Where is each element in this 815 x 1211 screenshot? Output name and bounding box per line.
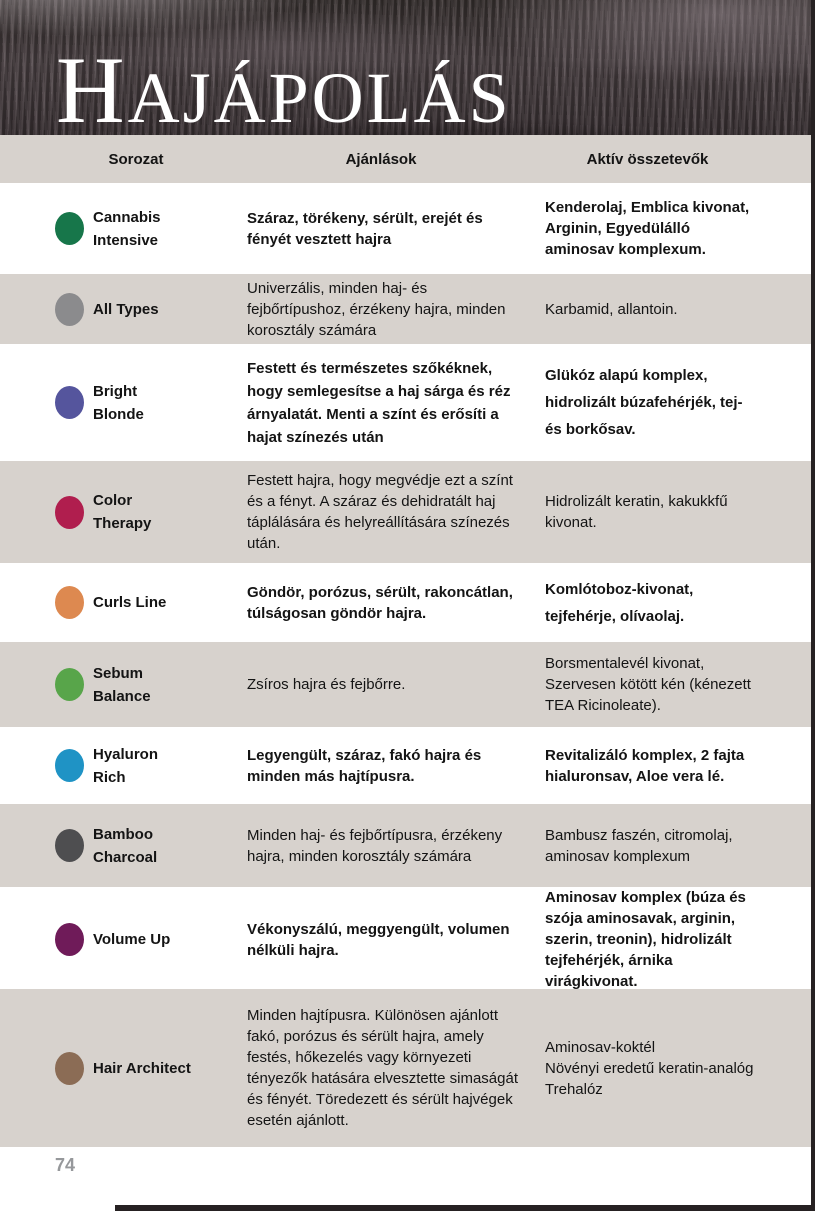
series-name: Color Therapy — [93, 492, 152, 532]
table-row: Color Therapy Festett hajra, hogy megvéd… — [0, 461, 815, 563]
series-name: Bright Blonde — [93, 382, 144, 423]
column-header-active-ingredients: Aktív összetevők — [586, 150, 709, 168]
series-color-dot — [55, 386, 84, 419]
series-color-dot — [55, 668, 84, 701]
series-cell: Color Therapy — [55, 489, 247, 535]
recommendation-text: Zsíros hajra és fejbőrre. — [247, 676, 406, 693]
series-color-dot — [55, 1051, 84, 1085]
recommendation-text: Minden haj- és fejbőrtípusra, érzékeny h… — [247, 826, 503, 865]
series-name: Bamboo Charcoal — [93, 825, 158, 866]
ingredients-text: Aminosav-koktél Növényi eredetű keratin-… — [545, 1038, 754, 1098]
series-table: Cannabis Intensive Száraz, törékeny, sér… — [0, 183, 815, 1147]
ingredients-text: Kenderolaj, Emblica kivonat, Arginin, Eg… — [545, 199, 750, 258]
column-header-recommendations: Ajánlások — [345, 150, 417, 168]
series-cell: All Types — [55, 292, 247, 326]
page-bottom-edge — [115, 1205, 815, 1211]
ingredients-text: Karbamid, allantoin. — [545, 300, 678, 318]
series-name: Hair Architect — [93, 1059, 191, 1077]
table-row: Bamboo Charcoal Minden haj- és fejbőrtíp… — [0, 804, 815, 887]
recommendation-text: Minden hajtípusra. Különösen ajánlott fa… — [247, 1007, 518, 1129]
series-color-dot — [55, 829, 84, 862]
column-header-series: Sorozat — [108, 150, 164, 168]
table-row: Sebum Balance Zsíros hajra és fejbőrre. … — [0, 642, 815, 727]
series-color-dot — [55, 586, 84, 619]
series-color-dot — [55, 749, 84, 782]
table-row: Cannabis Intensive Száraz, törékeny, sér… — [0, 183, 815, 274]
series-cell: Bamboo Charcoal — [55, 823, 247, 869]
series-cell: Hair Architect — [55, 1051, 247, 1085]
ingredients-text: Komlótoboz-kivonat, tejfehérje, olívaola… — [545, 580, 694, 625]
series-color-dot — [55, 495, 84, 529]
table-row: Hyaluron Rich Legyengült, száraz, fakó h… — [0, 727, 815, 804]
series-color-dot — [55, 923, 84, 956]
series-name: All Types — [93, 300, 159, 318]
series-color-dot — [55, 292, 84, 326]
table-row: Bright Blonde Festett és természetes sző… — [0, 344, 815, 461]
ingredients-text: Aminosav komplex (búza és szója aminosav… — [545, 889, 746, 990]
ingredients-text: Bambusz faszén, citromolaj, aminosav kom… — [545, 826, 733, 865]
series-name: Sebum Balance — [93, 664, 151, 705]
table-row: Volume Up Vékonyszálú, meggyengült, volu… — [0, 887, 815, 990]
ingredients-text: Revitalizáló komplex, 2 fajta hialuronsa… — [545, 746, 745, 785]
series-name: Curls Line — [93, 594, 167, 611]
recommendation-text: Legyengült, száraz, fakó hajra és minden… — [247, 746, 482, 785]
page-number: 74 — [55, 1155, 76, 1175]
table-row: Curls Line Göndör, porózus, sérült, rako… — [0, 563, 815, 642]
ingredients-text: Borsmentalevél kivonat, Szervesen kötött… — [545, 655, 751, 714]
table-row: All Types Univerzális, minden haj- és fe… — [0, 274, 815, 344]
series-name: Volume Up — [93, 931, 171, 948]
page-right-edge — [811, 0, 815, 1211]
series-cell: Curls Line — [55, 586, 247, 619]
series-name: Cannabis Intensive — [93, 208, 161, 249]
table-header-row: Sorozat Ajánlások Aktív összetevők — [0, 135, 815, 183]
recommendation-text: Festett és természetes szőkéknek, hogy s… — [247, 359, 511, 446]
recommendation-text: Vékonyszálú, meggyengült, volumen nélkül… — [247, 920, 510, 959]
ingredients-text: Hidrolizált keratin, kakukkfű kivonat. — [545, 493, 728, 531]
recommendation-text: Száraz, törékeny, sérült, erejét és fény… — [247, 209, 483, 248]
series-name: Hyaluron Rich — [93, 745, 159, 786]
series-cell: Hyaluron Rich — [55, 743, 247, 789]
recommendation-text: Göndör, porózus, sérült, rakoncátlan, tú… — [247, 583, 513, 622]
recommendation-text: Univerzális, minden haj- és fejbőrtípush… — [247, 279, 506, 339]
page-title: Hajápolás — [56, 36, 512, 143]
table-row: Hair Architect Minden hajtípusra. Különö… — [0, 989, 815, 1147]
series-cell: Bright Blonde — [55, 380, 247, 426]
hair-photo-banner: Hajápolás — [0, 0, 815, 135]
series-color-dot — [55, 212, 84, 245]
recommendation-text: Festett hajra, hogy megvédje ezt a színt… — [247, 472, 513, 552]
series-cell: Volume Up — [55, 923, 247, 956]
series-cell: Cannabis Intensive — [55, 206, 247, 252]
ingredients-text: Glükóz alapú komplex, hidrolizált búzafe… — [545, 367, 743, 438]
page-footer: 74 — [0, 1147, 815, 1211]
series-cell: Sebum Balance — [55, 662, 247, 708]
